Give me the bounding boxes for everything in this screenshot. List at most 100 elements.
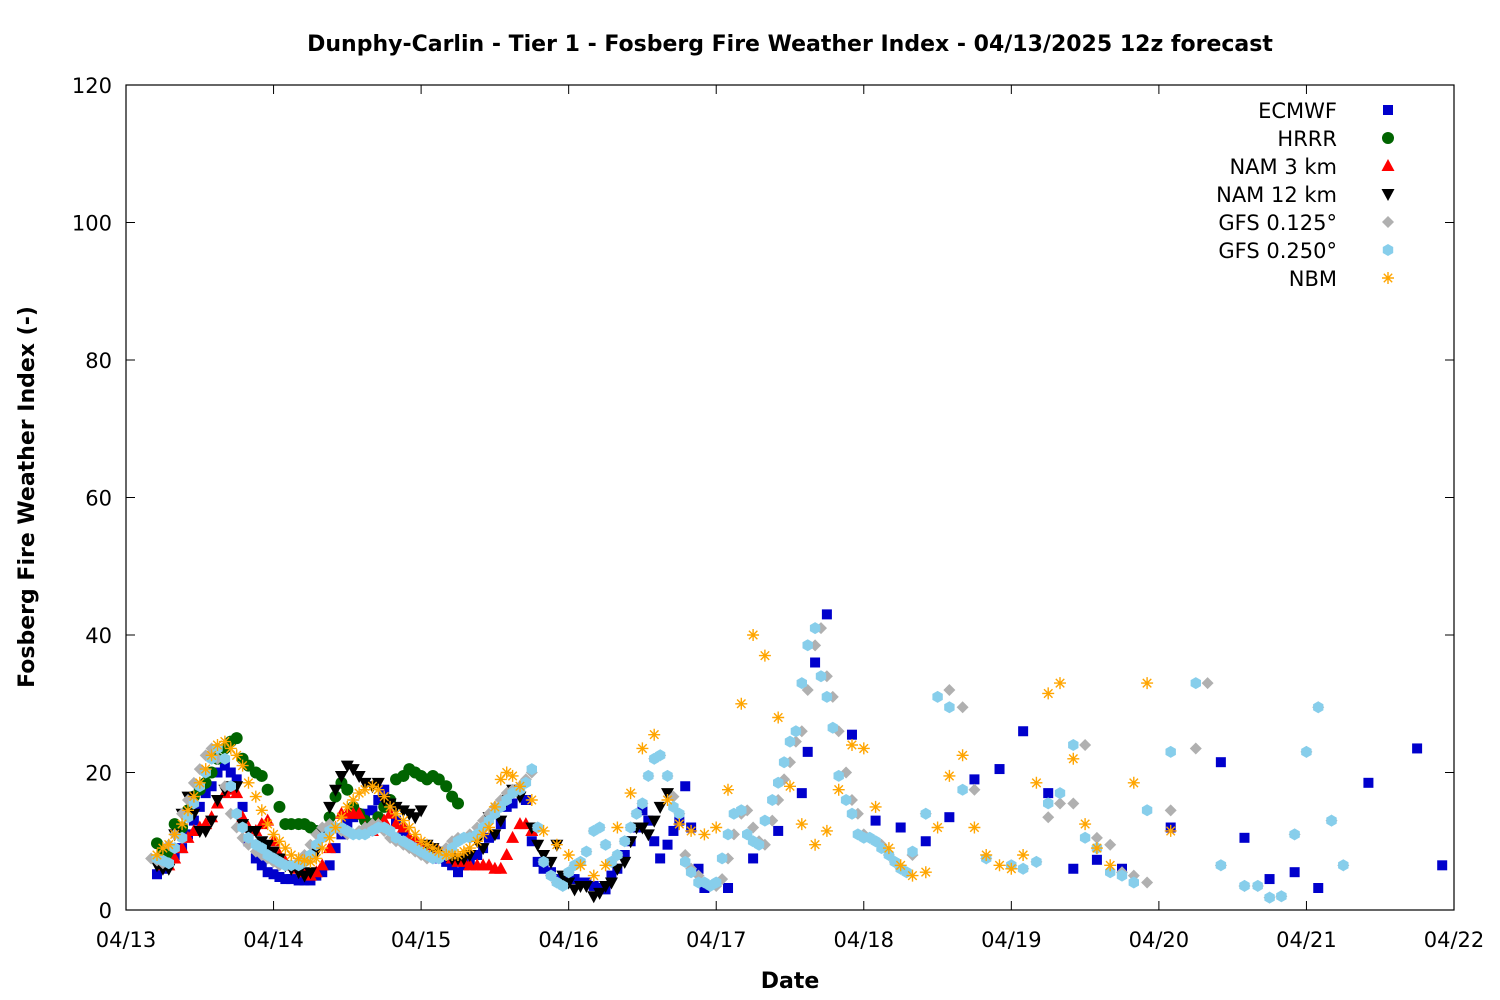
data-point [156, 842, 169, 855]
data-point [255, 769, 268, 782]
chart-title: Dunphy-Carlin - Tier 1 - Fosberg Fire We… [307, 32, 1273, 57]
data-point [187, 808, 201, 821]
data-point [206, 781, 217, 792]
data-point [256, 860, 267, 871]
data-point [1090, 842, 1103, 855]
data-point [796, 788, 807, 799]
y-axis-title: Fosberg Fire Weather Index (-) [15, 306, 40, 688]
data-point [324, 860, 335, 871]
data-point [635, 822, 649, 835]
data-point [1104, 838, 1117, 851]
data-point [421, 838, 433, 851]
x-axis-title: Date [761, 969, 820, 994]
legend-label: NAM 12 km [1216, 183, 1337, 207]
data-point [599, 859, 612, 872]
data-point [1313, 883, 1324, 893]
legend-marker [1381, 159, 1395, 171]
data-point [224, 742, 237, 755]
data-point [1091, 854, 1102, 865]
data-point [292, 867, 306, 880]
data-point [876, 842, 887, 855]
data-point [243, 831, 254, 844]
data-point [906, 869, 919, 882]
data-point [219, 760, 230, 771]
data-point [957, 783, 968, 796]
data-point [261, 783, 274, 796]
data-point [767, 794, 778, 806]
data-point [668, 825, 679, 836]
data-point [225, 767, 236, 778]
data-point [323, 801, 337, 814]
data-point [506, 769, 519, 782]
data-point [1264, 891, 1275, 904]
data-point [409, 828, 422, 841]
data-point [476, 843, 490, 856]
data-point [980, 849, 993, 861]
data-point [353, 787, 366, 800]
y-tick-label: 40 [85, 624, 112, 648]
data-point [373, 795, 384, 805]
data-point [944, 812, 955, 823]
data-point [968, 821, 981, 834]
data-point [303, 867, 317, 880]
data-point [1090, 831, 1103, 844]
data-point [857, 742, 870, 755]
data-point [993, 859, 1006, 872]
data-point [531, 839, 545, 852]
data-point [1054, 677, 1066, 690]
data-point [1412, 743, 1423, 754]
data-point [1005, 862, 1018, 875]
data-point [500, 766, 513, 779]
data-point [408, 812, 422, 825]
data-point [1067, 752, 1080, 765]
data-point [662, 839, 673, 850]
data-point [943, 684, 956, 696]
data-point [1128, 876, 1139, 889]
data-point [1264, 874, 1275, 885]
data-point [1127, 776, 1140, 789]
data-point [1190, 677, 1201, 690]
data-point [471, 835, 484, 848]
data-point [317, 867, 328, 878]
y-tick-label: 0 [99, 899, 112, 923]
data-point [426, 842, 439, 855]
x-tick-label: 04/19 [981, 928, 1042, 952]
data-point [176, 818, 189, 831]
data-point [716, 852, 728, 865]
data-point [280, 874, 291, 885]
data-point [619, 850, 630, 860]
data-point [655, 853, 666, 864]
legend-label: GFS 0.125° [1218, 211, 1337, 235]
data-point [1043, 797, 1054, 810]
data-point [680, 855, 691, 868]
x-tick-label: 04/13 [96, 928, 157, 952]
y-axis: 0 20 40 60 80 100 120 [72, 74, 1454, 923]
legend-marker [1382, 244, 1394, 256]
data-point [463, 850, 477, 862]
data-point [784, 780, 796, 793]
data-point [711, 876, 722, 889]
data-point [268, 869, 279, 880]
data-point [631, 807, 642, 820]
data-point [661, 794, 674, 806]
data-point [637, 805, 648, 816]
data-point [389, 817, 403, 830]
data-point [323, 841, 337, 854]
data-point [809, 838, 822, 851]
data-point [526, 763, 537, 776]
data-point [1239, 832, 1250, 843]
data-point [593, 887, 607, 900]
data-point [569, 874, 580, 885]
data-point [619, 835, 630, 848]
data-point [182, 804, 194, 817]
x-tick-label: 04/15 [391, 928, 452, 952]
data-point [151, 849, 163, 861]
data-point [249, 825, 263, 838]
x-tick-label: 04/21 [1276, 928, 1337, 952]
data-point [895, 822, 906, 833]
data-point [1042, 811, 1055, 824]
data-point [1338, 859, 1349, 872]
x-tick-label: 04/14 [243, 928, 304, 952]
data-point [500, 848, 514, 860]
